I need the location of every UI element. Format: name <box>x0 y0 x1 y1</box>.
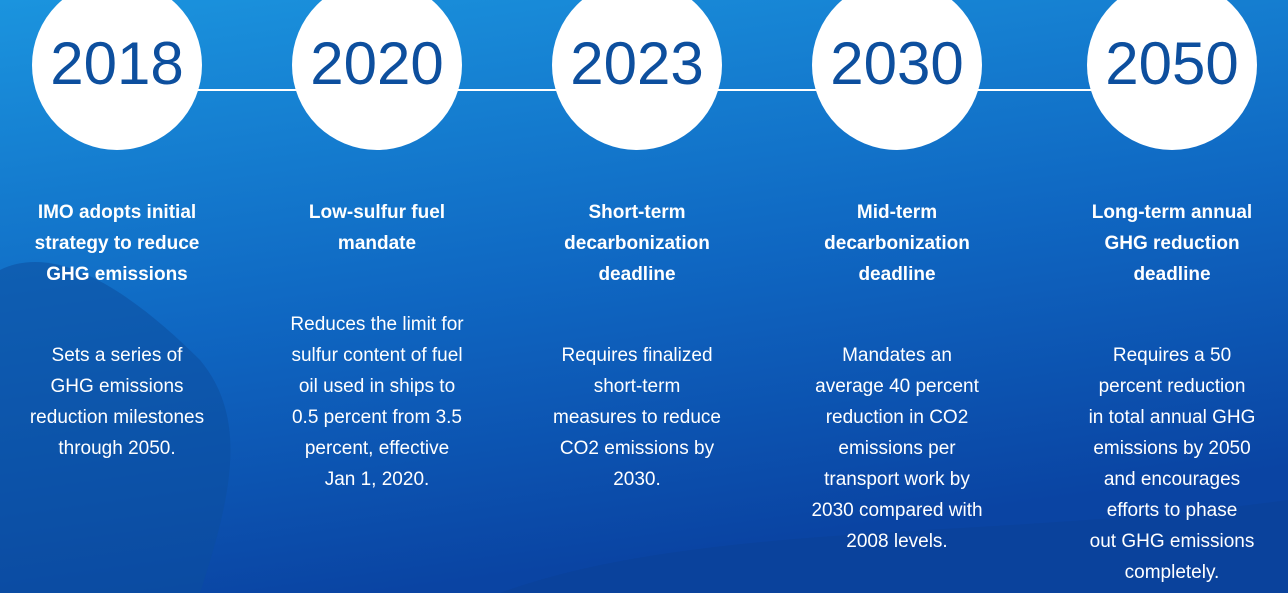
year: 2023 <box>570 30 703 97</box>
milestone-description: out GHG emissions <box>1090 531 1255 552</box>
year-circle <box>32 0 202 150</box>
milestone-description: Requires finalized <box>561 345 712 366</box>
milestone-title: decarbonization <box>564 233 710 254</box>
milestone-description: transport work by <box>824 469 970 490</box>
milestone-description: GHG emissions <box>50 376 183 397</box>
milestone-description: emissions by 2050 <box>1093 438 1250 459</box>
milestone-description: Sets a series of <box>52 345 184 366</box>
milestone-description: oil used in ships to <box>299 376 455 397</box>
background-shape <box>500 500 1288 593</box>
milestone-title: Short-term <box>588 202 685 223</box>
milestone-description: Reduces the limit for <box>290 314 464 335</box>
milestone-title: strategy to reduce <box>35 233 200 254</box>
year: 2018 <box>50 30 183 97</box>
milestone-description: reduction in CO2 <box>826 407 969 428</box>
milestone-title: Mid-term <box>857 202 937 223</box>
milestone-title: deadline <box>1133 264 1210 285</box>
year-circle <box>1087 0 1257 150</box>
year-circle <box>812 0 982 150</box>
milestone-description: completely. <box>1125 562 1220 583</box>
milestone-description: percent, effective <box>305 438 449 459</box>
milestone-description: reduction milestones <box>30 407 204 428</box>
year-circle <box>552 0 722 150</box>
milestone-description: 2008 levels. <box>846 531 947 552</box>
year: 2050 <box>1105 30 1238 97</box>
milestone-title: GHG reduction <box>1104 233 1239 254</box>
milestone-description: percent reduction <box>1099 376 1246 397</box>
milestone-description: Jan 1, 2020. <box>325 469 430 490</box>
year-circle <box>292 0 462 150</box>
background-shape <box>0 262 231 593</box>
milestone-description: efforts to phase <box>1107 500 1238 521</box>
year: 2030 <box>830 30 963 97</box>
milestone-description: measures to reduce <box>553 407 721 428</box>
milestone-description: average 40 percent <box>815 376 979 397</box>
milestone-title: GHG emissions <box>46 264 188 285</box>
milestone-description: Mandates an <box>842 345 952 366</box>
milestone-title: IMO adopts initial <box>38 202 196 223</box>
milestone-title: mandate <box>338 233 416 254</box>
milestone-description: and encourages <box>1104 469 1240 490</box>
milestone-title: Low-sulfur fuel <box>309 202 445 223</box>
milestone-title: deadline <box>598 264 675 285</box>
milestone-description: emissions per <box>838 438 956 459</box>
milestone-title: Long-term annual <box>1092 202 1252 223</box>
year: 2020 <box>310 30 443 97</box>
milestone-description: 2030. <box>613 469 661 490</box>
milestone-description: Requires a 50 <box>1113 345 1231 366</box>
milestone-description: 2030 compared with <box>811 500 982 521</box>
milestone-description: short-term <box>594 376 681 397</box>
milestone-title: decarbonization <box>824 233 970 254</box>
milestone-title: deadline <box>858 264 935 285</box>
milestone-description: in total annual GHG <box>1089 407 1256 428</box>
milestone-description: through 2050. <box>58 438 175 459</box>
milestone-description: sulfur content of fuel <box>291 345 462 366</box>
milestone-description: CO2 emissions by <box>560 438 715 459</box>
milestone-description: 0.5 percent from 3.5 <box>292 407 462 428</box>
